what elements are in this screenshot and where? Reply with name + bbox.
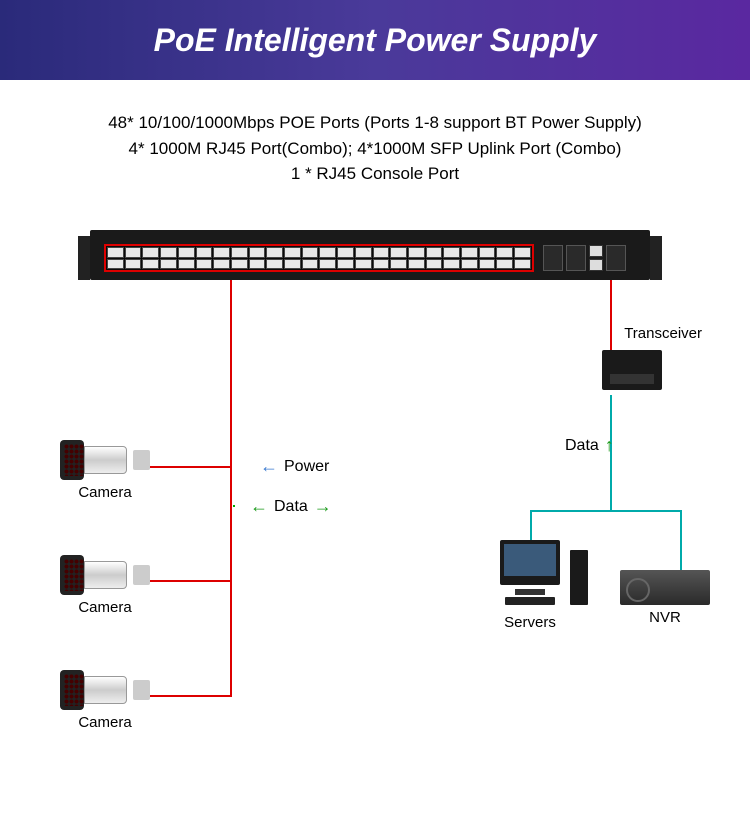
ethernet-port [461,247,478,258]
ethernet-port [196,259,213,270]
transceiver-device: Transceiver [602,350,672,390]
server-device: Servers [490,540,570,631]
ethernet-port [390,259,407,270]
ethernet-port [443,259,460,270]
page-title: PoE Intelligent Power Supply [154,22,597,59]
ethernet-port [496,259,513,270]
ethernet-port [142,259,159,270]
ethernet-port [461,259,478,270]
nvr-device: NVR [620,570,710,626]
ethernet-port [373,247,390,258]
uplink-ports [543,244,638,272]
ethernet-port [231,247,248,258]
ethernet-port [479,259,496,270]
ethernet-port [302,259,319,270]
camera-device: Camera [60,440,150,501]
data-arrow-label: ← Data → [250,496,332,517]
data-text: Data [565,437,599,455]
ethernet-port [514,247,531,258]
rj45-port [589,259,603,271]
ethernet-port [426,259,443,270]
data-text: Data [274,498,308,516]
ethernet-port [249,247,266,258]
power-line [150,466,232,468]
arrow-right-icon: → [314,496,332,517]
ethernet-port [514,259,531,270]
ethernet-port [196,247,213,258]
ethernet-port [125,247,142,258]
camera-icon [60,670,150,710]
transceiver-label: Transceiver [624,325,702,342]
ethernet-port [496,247,513,258]
ethernet-port [178,247,195,258]
ethernet-port [337,259,354,270]
rj45-port [589,245,603,257]
poe-port-bank: /*ports rendered below via JS*/ [104,244,534,272]
camera-device: Camera [60,670,150,731]
spec-line-2: 4* 1000M RJ45 Port(Combo); 4*1000M SFP U… [0,136,750,162]
ethernet-port [178,259,195,270]
camera-icon [60,440,150,480]
ethernet-port [213,259,230,270]
ethernet-port [479,247,496,258]
arrow-left-icon: ← [250,496,268,517]
camera-device: Camera [60,555,150,616]
ethernet-port [337,247,354,258]
ethernet-port [249,259,266,270]
data-arrow-label: Data ↑ [565,435,614,456]
camera-icon [60,555,150,595]
spec-line-1: 48* 10/100/1000Mbps POE Ports (Ports 1-8… [0,110,750,136]
spec-block: 48* 10/100/1000Mbps POE Ports (Ports 1-8… [0,110,750,187]
ethernet-port [107,259,124,270]
camera-label: Camera [60,599,150,616]
ethernet-port [284,259,301,270]
nvr-icon [620,570,710,605]
header-banner: PoE Intelligent Power Supply [0,0,750,80]
ethernet-port [107,247,124,258]
ethernet-port [408,259,425,270]
ethernet-port [142,247,159,258]
power-arrow-label: ← Power [260,456,329,477]
ethernet-port [266,247,283,258]
ethernet-port [355,247,372,258]
ethernet-port [355,259,372,270]
spec-line-3: 1 * RJ45 Console Port [0,161,750,187]
data-line [680,510,682,572]
arrow-left-icon: ← [260,456,278,477]
nvr-label: NVR [620,609,710,626]
poe-switch: /*ports rendered below via JS*/ [90,230,650,305]
transceiver-icon [602,350,662,390]
sfp-port [566,245,586,271]
ethernet-port [160,247,177,258]
ethernet-port [231,259,248,270]
ethernet-port [390,247,407,258]
ethernet-port [125,259,142,270]
topology-diagram: /*ports rendered below via JS*/ Transcei… [0,200,750,800]
data-line [530,510,680,512]
power-line [150,695,232,697]
ethernet-port [213,247,230,258]
ethernet-port [160,259,177,270]
power-line [230,278,232,468]
servers-label: Servers [490,614,570,631]
ethernet-port [408,247,425,258]
camera-label: Camera [60,714,150,731]
power-line [150,580,232,582]
ethernet-port [426,247,443,258]
camera-label: Camera [60,484,150,501]
ethernet-port [319,247,336,258]
arrow-up-icon: ↑ [605,435,614,456]
sfp-port [543,245,563,271]
data-line [233,505,235,507]
power-text: Power [284,458,329,476]
ethernet-port [443,247,460,258]
ethernet-port [284,247,301,258]
switch-chassis: /*ports rendered below via JS*/ [90,230,650,280]
ethernet-port [302,247,319,258]
ethernet-port [266,259,283,270]
sfp-port [606,245,626,271]
ethernet-port [319,259,336,270]
server-icon [490,540,570,610]
ethernet-port [373,259,390,270]
